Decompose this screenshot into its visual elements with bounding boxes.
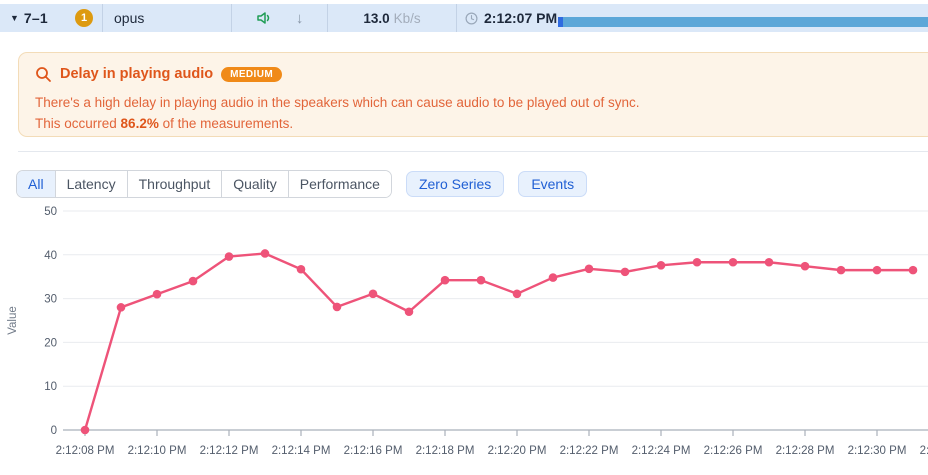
severity-badge: MEDIUM [221, 66, 283, 82]
svg-text:2:12:08 PM: 2:12:08 PM [56, 445, 115, 457]
svg-text:20: 20 [44, 337, 57, 349]
svg-text:Value: Value [7, 306, 19, 335]
svg-text:2:12:22 PM: 2:12:22 PM [560, 445, 619, 457]
chart-filter-bar: All Latency Throughput Quality Performan… [16, 170, 588, 198]
bitrate-cell: 13.0 Kb/s [328, 4, 457, 32]
svg-text:2:12:10 PM: 2:12:10 PM [128, 445, 187, 457]
svg-text:40: 40 [44, 250, 57, 262]
collapse-caret-icon[interactable]: ▼ [10, 13, 19, 23]
tab-all[interactable]: All [17, 171, 56, 197]
issue-title: Delay in playing audio [60, 66, 214, 82]
chart-canvas: 0 10 20 30 40 50 2:12:08 PM 2:12:10 PM 2:12:12 P… [7, 206, 928, 457]
clock-icon [465, 11, 478, 25]
tab-quality[interactable]: Quality [222, 171, 289, 197]
tab-throughput[interactable]: Throughput [127, 171, 223, 197]
issue-count-badge: 1 [75, 9, 93, 27]
issue-description: There's a high delay in playing audio in… [35, 95, 640, 110]
timestamp-label: 2:12:07 PM [484, 10, 558, 26]
svg-text:2:12:30 PM: 2:12:30 PM [848, 445, 907, 457]
svg-text:0: 0 [51, 425, 57, 437]
svg-text:30: 30 [44, 294, 57, 306]
bitrate-value: 13.0 [363, 10, 390, 26]
series-filter-group: All Latency Throughput Quality Performan… [16, 170, 392, 198]
svg-text:2:12:32 PM: 2:12:32 PM [920, 445, 928, 457]
svg-text:2:12:28 PM: 2:12:28 PM [776, 445, 835, 457]
value-line-chart: 0 10 20 30 40 50 2:12:08 PM 2:12:10 PM 2:12:12 P… [0, 200, 928, 475]
issue-callout: Delay in playing audio MEDIUM There's a … [18, 52, 928, 137]
bitrate-unit: Kb/s [393, 10, 421, 26]
speaker-icon [256, 10, 273, 26]
svg-text:2:12:16 PM: 2:12:16 PM [344, 445, 403, 457]
events-button[interactable]: Events [518, 171, 588, 197]
svg-text:2:12:14 PM: 2:12:14 PM [272, 445, 331, 457]
stream-row[interactable]: ▼ 7–1 1 opus ↓ 13.0 Kb/s 2:12:07 PM [0, 4, 928, 32]
svg-text:10: 10 [44, 381, 57, 393]
tab-latency[interactable]: Latency [55, 171, 128, 197]
section-divider [18, 151, 928, 152]
svg-text:2:12:20 PM: 2:12:20 PM [488, 445, 547, 457]
direction-cell: ↓ [232, 4, 328, 32]
svg-text:2:12:18 PM: 2:12:18 PM [416, 445, 475, 457]
codec-cell: opus [103, 4, 232, 32]
zero-series-button[interactable]: Zero Series [405, 171, 505, 197]
search-icon [35, 66, 52, 83]
tab-performance[interactable]: Performance [288, 171, 391, 197]
occurrence-percent: 86.2% [120, 115, 159, 131]
svg-text:50: 50 [44, 206, 57, 218]
svg-text:2:12:24 PM: 2:12:24 PM [632, 445, 691, 457]
stream-timeline-played [558, 17, 563, 27]
stream-timeline-bar [558, 17, 928, 27]
svg-text:2:12:12 PM: 2:12:12 PM [200, 445, 259, 457]
svg-text:2:12:26 PM: 2:12:26 PM [704, 445, 763, 457]
codec-label: opus [114, 10, 145, 26]
inbound-arrow-icon: ↓ [295, 9, 304, 27]
stream-id-cell[interactable]: ▼ 7–1 1 [0, 4, 103, 32]
issue-occurrence: This occurred 86.2% of the measurements. [35, 115, 294, 131]
timestamp-cell: 2:12:07 PM [457, 4, 557, 32]
stream-id: 7–1 [23, 10, 48, 26]
